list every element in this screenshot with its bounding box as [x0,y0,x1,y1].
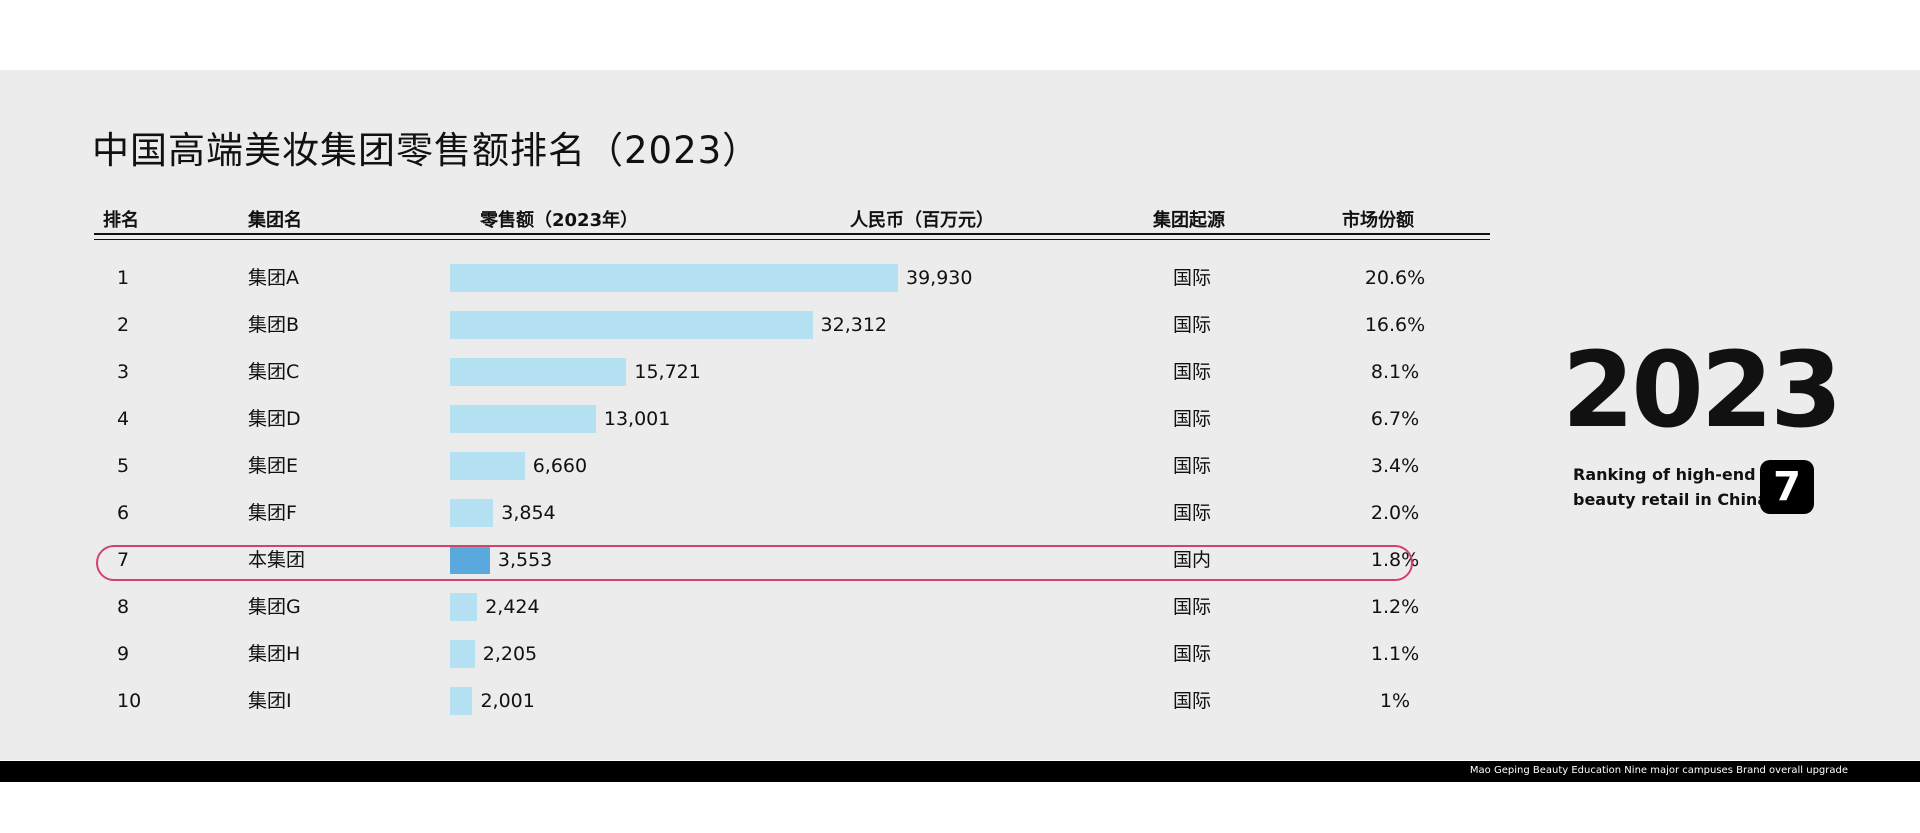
header-origin: 集团起源 [1153,210,1225,231]
sales-value-label: 2,205 [482,643,538,665]
table-row: 1 集团A 国际 20.6% 39,930 [0,255,1500,302]
header-rank: 排名 [103,210,139,231]
rank-cell: 8 [117,596,130,618]
origin-cell: 国际 [1173,361,1212,383]
main-panel [0,70,1920,760]
table-row: 6 集团F 国际 2.0% 3,854 [0,490,1500,537]
table-row: 2 集团B 国际 16.6% 32,312 [0,302,1500,349]
rank-cell: 5 [117,455,130,477]
share-cell: 8.1% [1370,361,1420,383]
table-row: 10 集团I 国际 1% 2,001 [0,678,1500,725]
sales-bar [450,358,627,386]
footer-bar: Mao Geping Beauty Education Nine major c… [0,761,1920,782]
group-name-cell: 集团I [248,690,292,712]
sales-value-label: 3,854 [501,502,556,524]
side-caption-line1: Ranking of high-end [1573,465,1756,484]
share-cell: 6.7% [1370,408,1420,430]
rank-cell: 4 [117,408,130,430]
group-name-cell: 集团F [248,502,297,524]
group-name-cell: 集团C [248,361,300,383]
sales-bar [450,687,473,715]
rank-cell: 9 [117,643,130,665]
group-name-cell: 集团A [248,267,299,289]
sales-value-label: 39,930 [906,267,973,289]
group-name-cell: 集团H [248,643,301,665]
sales-bar [450,499,494,527]
rank-cell: 1 [117,267,130,289]
group-name-cell: 集团G [248,596,301,618]
sales-bar [450,452,525,480]
share-cell: 16.6% [1364,314,1426,336]
share-cell: 20.6% [1364,267,1426,289]
sales-bar [450,405,596,433]
sales-bar [450,640,475,668]
sales-bar [450,546,490,574]
group-name-cell: 集团E [248,455,299,477]
origin-cell: 国际 [1173,502,1212,524]
sales-value-label: 3,553 [497,549,553,571]
rank-badge: 7 [1760,460,1814,514]
header-rule-thin [94,239,1490,240]
table-row: 3 集团C 国际 8.1% 15,721 [0,349,1500,396]
header-sales: 零售额（2023年） [480,210,639,231]
rank-cell: 6 [117,502,130,524]
page-title: 中国高端美妆集团零售额排名（2023） [92,129,761,172]
header-currency: 人民币（百万元） [850,210,994,231]
rank-cell: 10 [117,690,142,712]
header-group: 集团名 [248,210,302,231]
group-name-cell: 本集团 [248,549,306,571]
side-caption-line2: beauty retail in China [1573,490,1769,509]
sales-bar [450,264,898,292]
share-cell: 1.2% [1370,596,1420,618]
highlight-ring [96,545,1413,581]
footer-text: Mao Geping Beauty Education Nine major c… [1469,765,1848,776]
share-cell: 1.1% [1370,643,1420,665]
share-cell: 2.0% [1370,502,1420,524]
header-share: 市场份额 [1342,210,1414,231]
sales-value-label: 2,424 [485,596,540,618]
table-row: 8 集团G 国际 1.2% 2,424 [0,584,1500,631]
table-row: 4 集团D 国际 6.7% 13,001 [0,396,1500,443]
sales-value-label: 15,721 [634,361,701,383]
sales-value-label: 2,001 [480,690,535,712]
share-cell: 3.4% [1370,455,1420,477]
origin-cell: 国际 [1173,596,1212,618]
side-year: 2023 [1562,329,1842,451]
group-name-cell: 集团B [248,314,300,336]
sales-bar [450,593,478,621]
share-cell: 1% [1379,690,1411,712]
sales-value-label: 32,312 [820,314,887,336]
origin-cell: 国际 [1173,408,1212,430]
origin-cell: 国际 [1173,267,1212,289]
table-row: 5 集团E 国际 3.4% 6,660 [0,443,1500,490]
origin-cell: 国内 [1173,549,1212,571]
sales-bar [450,311,813,339]
sales-value-label: 6,660 [532,455,588,477]
origin-cell: 国际 [1173,314,1212,336]
rank-cell: 2 [117,314,130,336]
origin-cell: 国际 [1173,690,1212,712]
group-name-cell: 集团D [248,408,301,430]
rank-cell: 7 [117,549,130,571]
table-row: 9 集团H 国际 1.1% 2,205 [0,631,1500,678]
origin-cell: 国际 [1173,455,1212,477]
rank-cell: 3 [117,361,130,383]
sales-value-label: 13,001 [603,408,671,430]
header-rule [94,233,1490,235]
origin-cell: 国际 [1173,643,1212,665]
